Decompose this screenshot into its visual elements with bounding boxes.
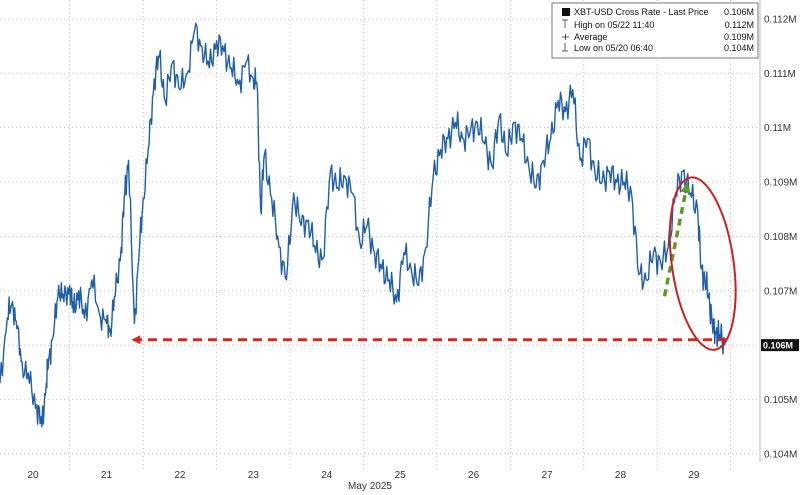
x-tick-label: 26 — [468, 470, 480, 481]
y-tick-label: 0.107M — [764, 286, 797, 297]
month-label: May 2025 — [348, 481, 392, 492]
legend-title-value: 0.106M — [724, 7, 754, 17]
y-tick-label: 0.109M — [764, 178, 797, 189]
last-price-label: 0.106M — [761, 339, 799, 352]
legend-row-value: 0.112M — [725, 20, 754, 30]
x-tick-label: 28 — [615, 470, 627, 481]
legend-row-label: Low on 05/20 06:40 — [574, 43, 653, 53]
x-axis: 20 21 22 23 24 25 26 27 28 29 — [27, 470, 699, 481]
series-swatch-icon — [562, 8, 570, 16]
x-tick-label: 22 — [174, 470, 186, 481]
legend-row-value: 0.109M — [724, 32, 754, 42]
highlight-ellipse — [668, 176, 737, 351]
svg-text:0.106M: 0.106M — [763, 341, 793, 351]
legend-row-value: 0.104M — [724, 43, 754, 53]
price-line — [0, 22, 726, 428]
green-dashed-arrow — [662, 182, 691, 297]
y-tick-label: 0.11M — [764, 123, 791, 134]
legend-row-label: High on 05/22 11:40 — [574, 20, 654, 30]
y-tick-label: 0.108M — [764, 232, 797, 243]
y-tick-label: 0.111M — [764, 69, 796, 80]
legend: XBT-USD Cross Rate - Last Price 0.106M H… — [551, 2, 759, 59]
x-tick-label: 29 — [688, 470, 700, 481]
grid-lines — [0, 0, 761, 470]
y-axis: 0.104M 0.105M 0.106M 0.107M 0.108M 0.109M 0.11… — [764, 15, 797, 461]
x-tick-label: 23 — [248, 470, 260, 481]
legend-row-label: Average — [574, 32, 607, 42]
legend-title: XBT-USD Cross Rate - Last Price — [574, 7, 709, 17]
y-tick-label: 0.104M — [764, 449, 797, 460]
x-tick-label: 20 — [27, 470, 39, 481]
y-tick-label: 0.112M — [764, 15, 797, 26]
x-tick-label: 24 — [321, 470, 333, 481]
annotations — [131, 176, 737, 351]
x-tick-label: 27 — [541, 470, 553, 481]
x-tick-label: 21 — [101, 470, 113, 481]
x-tick-label: 25 — [395, 470, 407, 481]
y-tick-label: 0.105M — [764, 395, 797, 406]
